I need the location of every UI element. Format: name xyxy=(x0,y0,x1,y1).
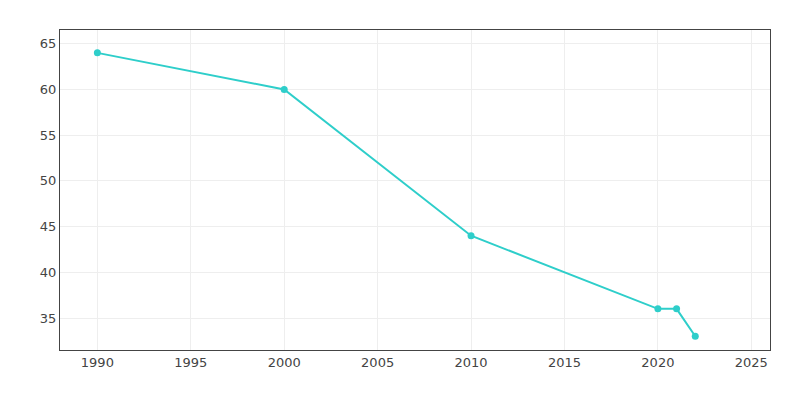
svg-text:65: 65 xyxy=(40,36,57,51)
svg-text:35: 35 xyxy=(40,311,57,326)
svg-text:1995: 1995 xyxy=(174,355,207,370)
svg-text:45: 45 xyxy=(40,219,57,234)
svg-text:60: 60 xyxy=(40,82,57,97)
svg-text:50: 50 xyxy=(40,173,57,188)
svg-text:40: 40 xyxy=(40,265,57,280)
svg-text:2000: 2000 xyxy=(268,355,301,370)
svg-text:2025: 2025 xyxy=(735,355,768,370)
svg-text:2020: 2020 xyxy=(641,355,674,370)
svg-text:2005: 2005 xyxy=(361,355,394,370)
svg-text:2015: 2015 xyxy=(548,355,581,370)
svg-text:55: 55 xyxy=(40,128,57,143)
svg-text:2010: 2010 xyxy=(455,355,488,370)
svg-text:1990: 1990 xyxy=(81,355,114,370)
